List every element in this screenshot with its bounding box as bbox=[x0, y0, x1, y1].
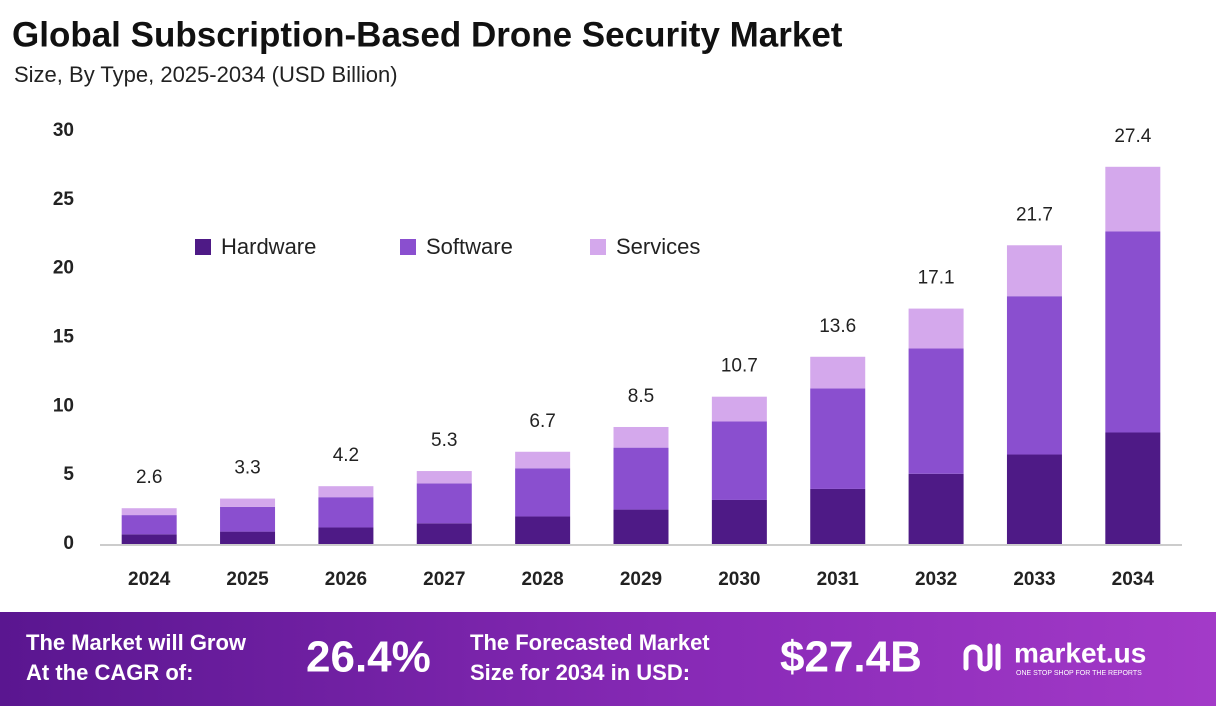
cagr-label: At the CAGR of: bbox=[26, 660, 193, 685]
bar-segment bbox=[1105, 432, 1161, 544]
x-tick-label: 2024 bbox=[128, 569, 171, 590]
bar-segment bbox=[1006, 245, 1062, 297]
total-label: 17.1 bbox=[918, 268, 955, 289]
legend-swatch bbox=[590, 239, 606, 255]
bar-segment bbox=[121, 508, 177, 516]
y-tick-label: 15 bbox=[53, 327, 75, 348]
x-tick-label: 2027 bbox=[423, 569, 465, 590]
bar-segment bbox=[1006, 296, 1062, 455]
total-label: 27.4 bbox=[1114, 126, 1151, 147]
bar-segment bbox=[810, 488, 866, 544]
y-tick-label: 10 bbox=[53, 395, 74, 416]
x-tick-label: 2025 bbox=[226, 569, 269, 590]
bar-segment bbox=[515, 468, 571, 517]
bar-segment bbox=[613, 509, 669, 544]
bar-segment bbox=[711, 396, 767, 422]
total-label: 13.6 bbox=[819, 316, 856, 337]
logo: market.us bbox=[1014, 637, 1146, 668]
bar-segment bbox=[416, 471, 472, 484]
total-label: 4.2 bbox=[333, 445, 359, 466]
legend-swatch bbox=[400, 239, 416, 255]
tagline: ONE STOP SHOP FOR THE REPORTS bbox=[1016, 670, 1142, 677]
x-tick-label: 2033 bbox=[1013, 569, 1055, 590]
chart-subtitle: Size, By Type, 2025-2034 (USD Billion) bbox=[14, 62, 398, 87]
x-tick-label: 2032 bbox=[915, 569, 957, 590]
x-tick-label: 2026 bbox=[325, 569, 367, 590]
bar-segment bbox=[810, 356, 866, 389]
bar-segment bbox=[220, 531, 276, 544]
legend-label: Services bbox=[616, 234, 700, 259]
forecast-label: Size for 2034 in USD: bbox=[470, 660, 690, 685]
total-label: 8.5 bbox=[628, 386, 654, 407]
bar-segment bbox=[121, 534, 177, 544]
bar-segment bbox=[416, 523, 472, 544]
forecast-value: $27.4B bbox=[780, 633, 922, 682]
x-tick-label: 2031 bbox=[817, 569, 860, 590]
total-label: 21.7 bbox=[1016, 204, 1053, 225]
legend-label: Hardware bbox=[221, 234, 316, 259]
chart-title: Global Subscription-Based Drone Security… bbox=[12, 15, 843, 54]
bar-segment bbox=[1105, 166, 1161, 232]
legend-swatch bbox=[195, 239, 211, 255]
bar-segment bbox=[318, 527, 374, 544]
cagr-value: 26.4% bbox=[306, 633, 431, 682]
bar-segment bbox=[515, 451, 571, 469]
bar-segment bbox=[220, 498, 276, 507]
x-tick-label: 2030 bbox=[718, 569, 760, 590]
bar-segment bbox=[613, 447, 669, 510]
bar-segment bbox=[908, 348, 964, 474]
y-tick-label: 20 bbox=[53, 258, 74, 279]
bar-segment bbox=[318, 497, 374, 528]
x-tick-label: 2034 bbox=[1112, 569, 1155, 590]
total-label: 3.3 bbox=[234, 458, 260, 479]
total-label: 10.7 bbox=[721, 356, 758, 377]
bar-segment bbox=[711, 421, 767, 500]
y-tick-label: 0 bbox=[63, 533, 74, 554]
logo-icon bbox=[963, 643, 1001, 672]
y-tick-label: 5 bbox=[63, 464, 74, 485]
forecast-label: The Forecasted Market bbox=[470, 630, 710, 655]
bar-segment bbox=[121, 515, 177, 535]
bar-segment bbox=[1105, 231, 1161, 433]
y-tick-label: 30 bbox=[53, 120, 74, 141]
footer-banner bbox=[0, 612, 1216, 706]
bar-segment bbox=[515, 516, 571, 544]
bar-segment bbox=[613, 426, 669, 448]
bar-segment bbox=[908, 308, 964, 349]
legend-label: Software bbox=[426, 234, 513, 259]
bar-segment bbox=[1006, 454, 1062, 544]
bar-segment bbox=[416, 483, 472, 524]
x-tick-label: 2028 bbox=[521, 569, 563, 590]
x-tick-label: 2029 bbox=[620, 569, 662, 590]
bar-segment bbox=[318, 486, 374, 498]
bar-segment bbox=[220, 506, 276, 532]
total-label: 6.7 bbox=[529, 411, 555, 432]
total-label: 2.6 bbox=[136, 467, 162, 488]
bar-segment bbox=[908, 473, 964, 544]
bar-segment bbox=[810, 388, 866, 489]
y-tick-label: 25 bbox=[53, 189, 75, 210]
total-label: 5.3 bbox=[431, 430, 457, 451]
bar-segment bbox=[711, 499, 767, 544]
cagr-label: The Market will Grow bbox=[26, 630, 247, 655]
